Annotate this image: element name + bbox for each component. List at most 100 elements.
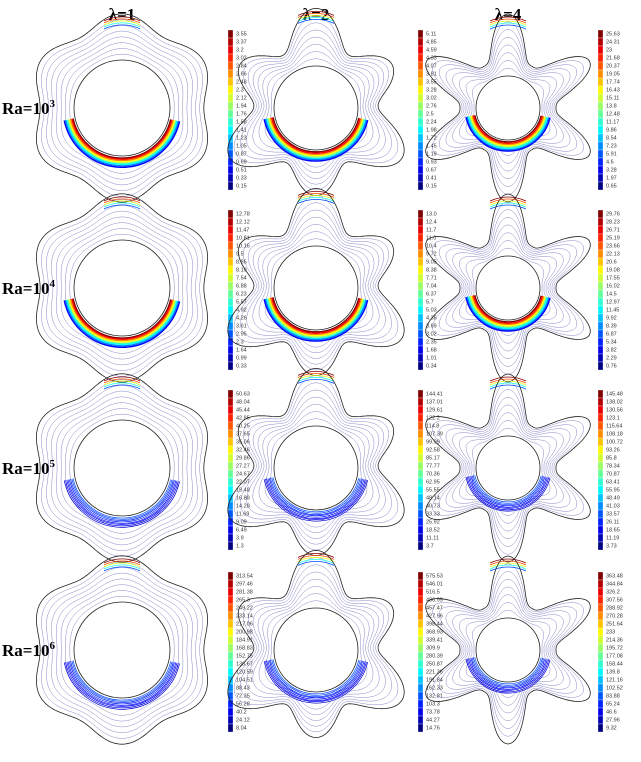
colorbar-swatch: [228, 620, 233, 628]
colorbar-swatch: [598, 724, 603, 732]
colorbar-label: 55.95: [606, 487, 620, 493]
colorbar-label: 3.55: [236, 31, 247, 37]
colorbar-label: 104.51: [236, 677, 253, 683]
colorbar-swatch: [418, 226, 423, 234]
colorbar-swatch: [228, 290, 233, 298]
colorbar-label: 168.83: [236, 645, 253, 651]
colorbar-label: 19.05: [606, 71, 620, 77]
colorbar-label: 2.35: [426, 339, 437, 345]
colorbar-swatch: [418, 502, 423, 510]
colorbar-swatch: [598, 174, 603, 182]
colorbar-swatch: [228, 226, 233, 234]
colorbar-swatch: [418, 628, 423, 636]
colorbar-label: 48.49: [606, 495, 620, 501]
colorbar-label: 27.27: [236, 463, 250, 469]
colorbar-swatch: [418, 724, 423, 732]
colorbar-label: 2.5: [426, 111, 434, 117]
colorbar-label: 326.2: [606, 589, 620, 595]
colorbar-swatch: [598, 462, 603, 470]
colorbar-swatch: [598, 298, 603, 306]
colorbar-swatch: [228, 274, 233, 282]
colorbar-swatch: [598, 242, 603, 250]
colorbar-label: 16.43: [606, 87, 620, 93]
colorbar-swatch: [418, 478, 423, 486]
colorbar-swatch: [228, 390, 233, 398]
colorbar-swatch: [598, 86, 603, 94]
colorbar-label: 3.02: [426, 95, 437, 101]
colorbar-label: 40.2: [236, 709, 247, 715]
colorbar-label: 5.57: [236, 299, 247, 305]
colorbar-label: 33.57: [606, 511, 620, 517]
colorbar-swatch: [418, 636, 423, 644]
colorbar-label: 9.32: [606, 725, 617, 731]
colorbar-swatch: [228, 258, 233, 266]
colorbar-label: 3.2: [236, 47, 244, 53]
colorbar-swatch: [228, 644, 233, 652]
colorbar-swatch: [598, 290, 603, 298]
colorbar-swatch: [228, 652, 233, 660]
colorbar-label: 575.53: [426, 573, 443, 579]
colorbar-swatch: [418, 494, 423, 502]
colorbar-label: 10.4: [426, 243, 437, 249]
colorbar-label: 0.34: [426, 363, 437, 369]
colorbar-label: 6.87: [606, 331, 617, 337]
colorbar-swatch: [228, 708, 233, 716]
colorbar-swatch: [598, 322, 603, 330]
colorbar-label: 70.36: [426, 471, 440, 477]
colorbar-label: 0.65: [606, 183, 617, 189]
colorbar-swatch: [598, 526, 603, 534]
colorbar-label: 1.64: [236, 347, 247, 353]
colorbar-label: 50.63: [236, 391, 250, 397]
colorbar-swatch: [228, 660, 233, 668]
colorbar-label: 313.54: [236, 573, 253, 579]
colorbar-label: 16.02: [606, 283, 620, 289]
colorbar-swatch: [598, 676, 603, 684]
colorbar-swatch: [228, 478, 233, 486]
colorbar-label: 40.25: [236, 423, 250, 429]
colorbar-swatch: [228, 94, 233, 102]
colorbar-label: 65.24: [606, 701, 620, 707]
colorbar-label: 2.76: [426, 103, 437, 109]
colorbar-swatch: [418, 668, 423, 676]
row-label: Ra=106: [2, 640, 55, 660]
colorbar-label: 8.54: [606, 135, 617, 141]
colorbar-swatch: [418, 266, 423, 274]
colorbar-swatch: [598, 668, 603, 676]
colorbar-swatch: [598, 470, 603, 478]
colorbar-swatch: [418, 542, 423, 550]
colorbar-swatch: [228, 330, 233, 338]
colorbar-swatch: [228, 62, 233, 70]
colorbar-label: 0.99: [236, 355, 247, 361]
colorbar-label: 11.11: [426, 535, 439, 541]
colorbar-swatch: [598, 708, 603, 716]
colorbar-swatch: [598, 158, 603, 166]
colorbar-label: 129.61: [426, 407, 443, 413]
colorbar-swatch: [418, 398, 423, 406]
colorbar-swatch: [228, 588, 233, 596]
colorbar-label: 11.17: [606, 119, 619, 125]
colorbar-label: 62.95: [426, 479, 440, 485]
colorbar-label: 281.38: [236, 589, 253, 595]
colorbar-label: 9.5: [236, 251, 244, 257]
inner-cylinder: [274, 246, 358, 330]
colorbar-swatch: [418, 142, 423, 150]
colorbar-label: 162.33: [426, 685, 443, 691]
colorbar-swatch: [228, 346, 233, 354]
colorbar-swatch: [598, 534, 603, 542]
colorbar-label: 6.49: [236, 527, 247, 533]
colorbar-swatch: [418, 46, 423, 54]
colorbar-swatch: [418, 274, 423, 282]
colorbar-label: 12.97: [606, 299, 620, 305]
colorbar-label: 3.82: [606, 347, 617, 353]
colorbar-swatch: [228, 510, 233, 518]
colorbar-label: 280.39: [426, 653, 443, 659]
colorbar-swatch: [418, 612, 423, 620]
colorbar-swatch: [418, 406, 423, 414]
colorbar-swatch: [598, 604, 603, 612]
colorbar-swatch: [228, 414, 233, 422]
colorbar-swatch: [228, 78, 233, 86]
colorbar-swatch: [418, 158, 423, 166]
colorbar-label: 297.46: [236, 581, 253, 587]
colorbar-label: 0.51: [236, 167, 247, 173]
colorbar-swatch: [418, 588, 423, 596]
